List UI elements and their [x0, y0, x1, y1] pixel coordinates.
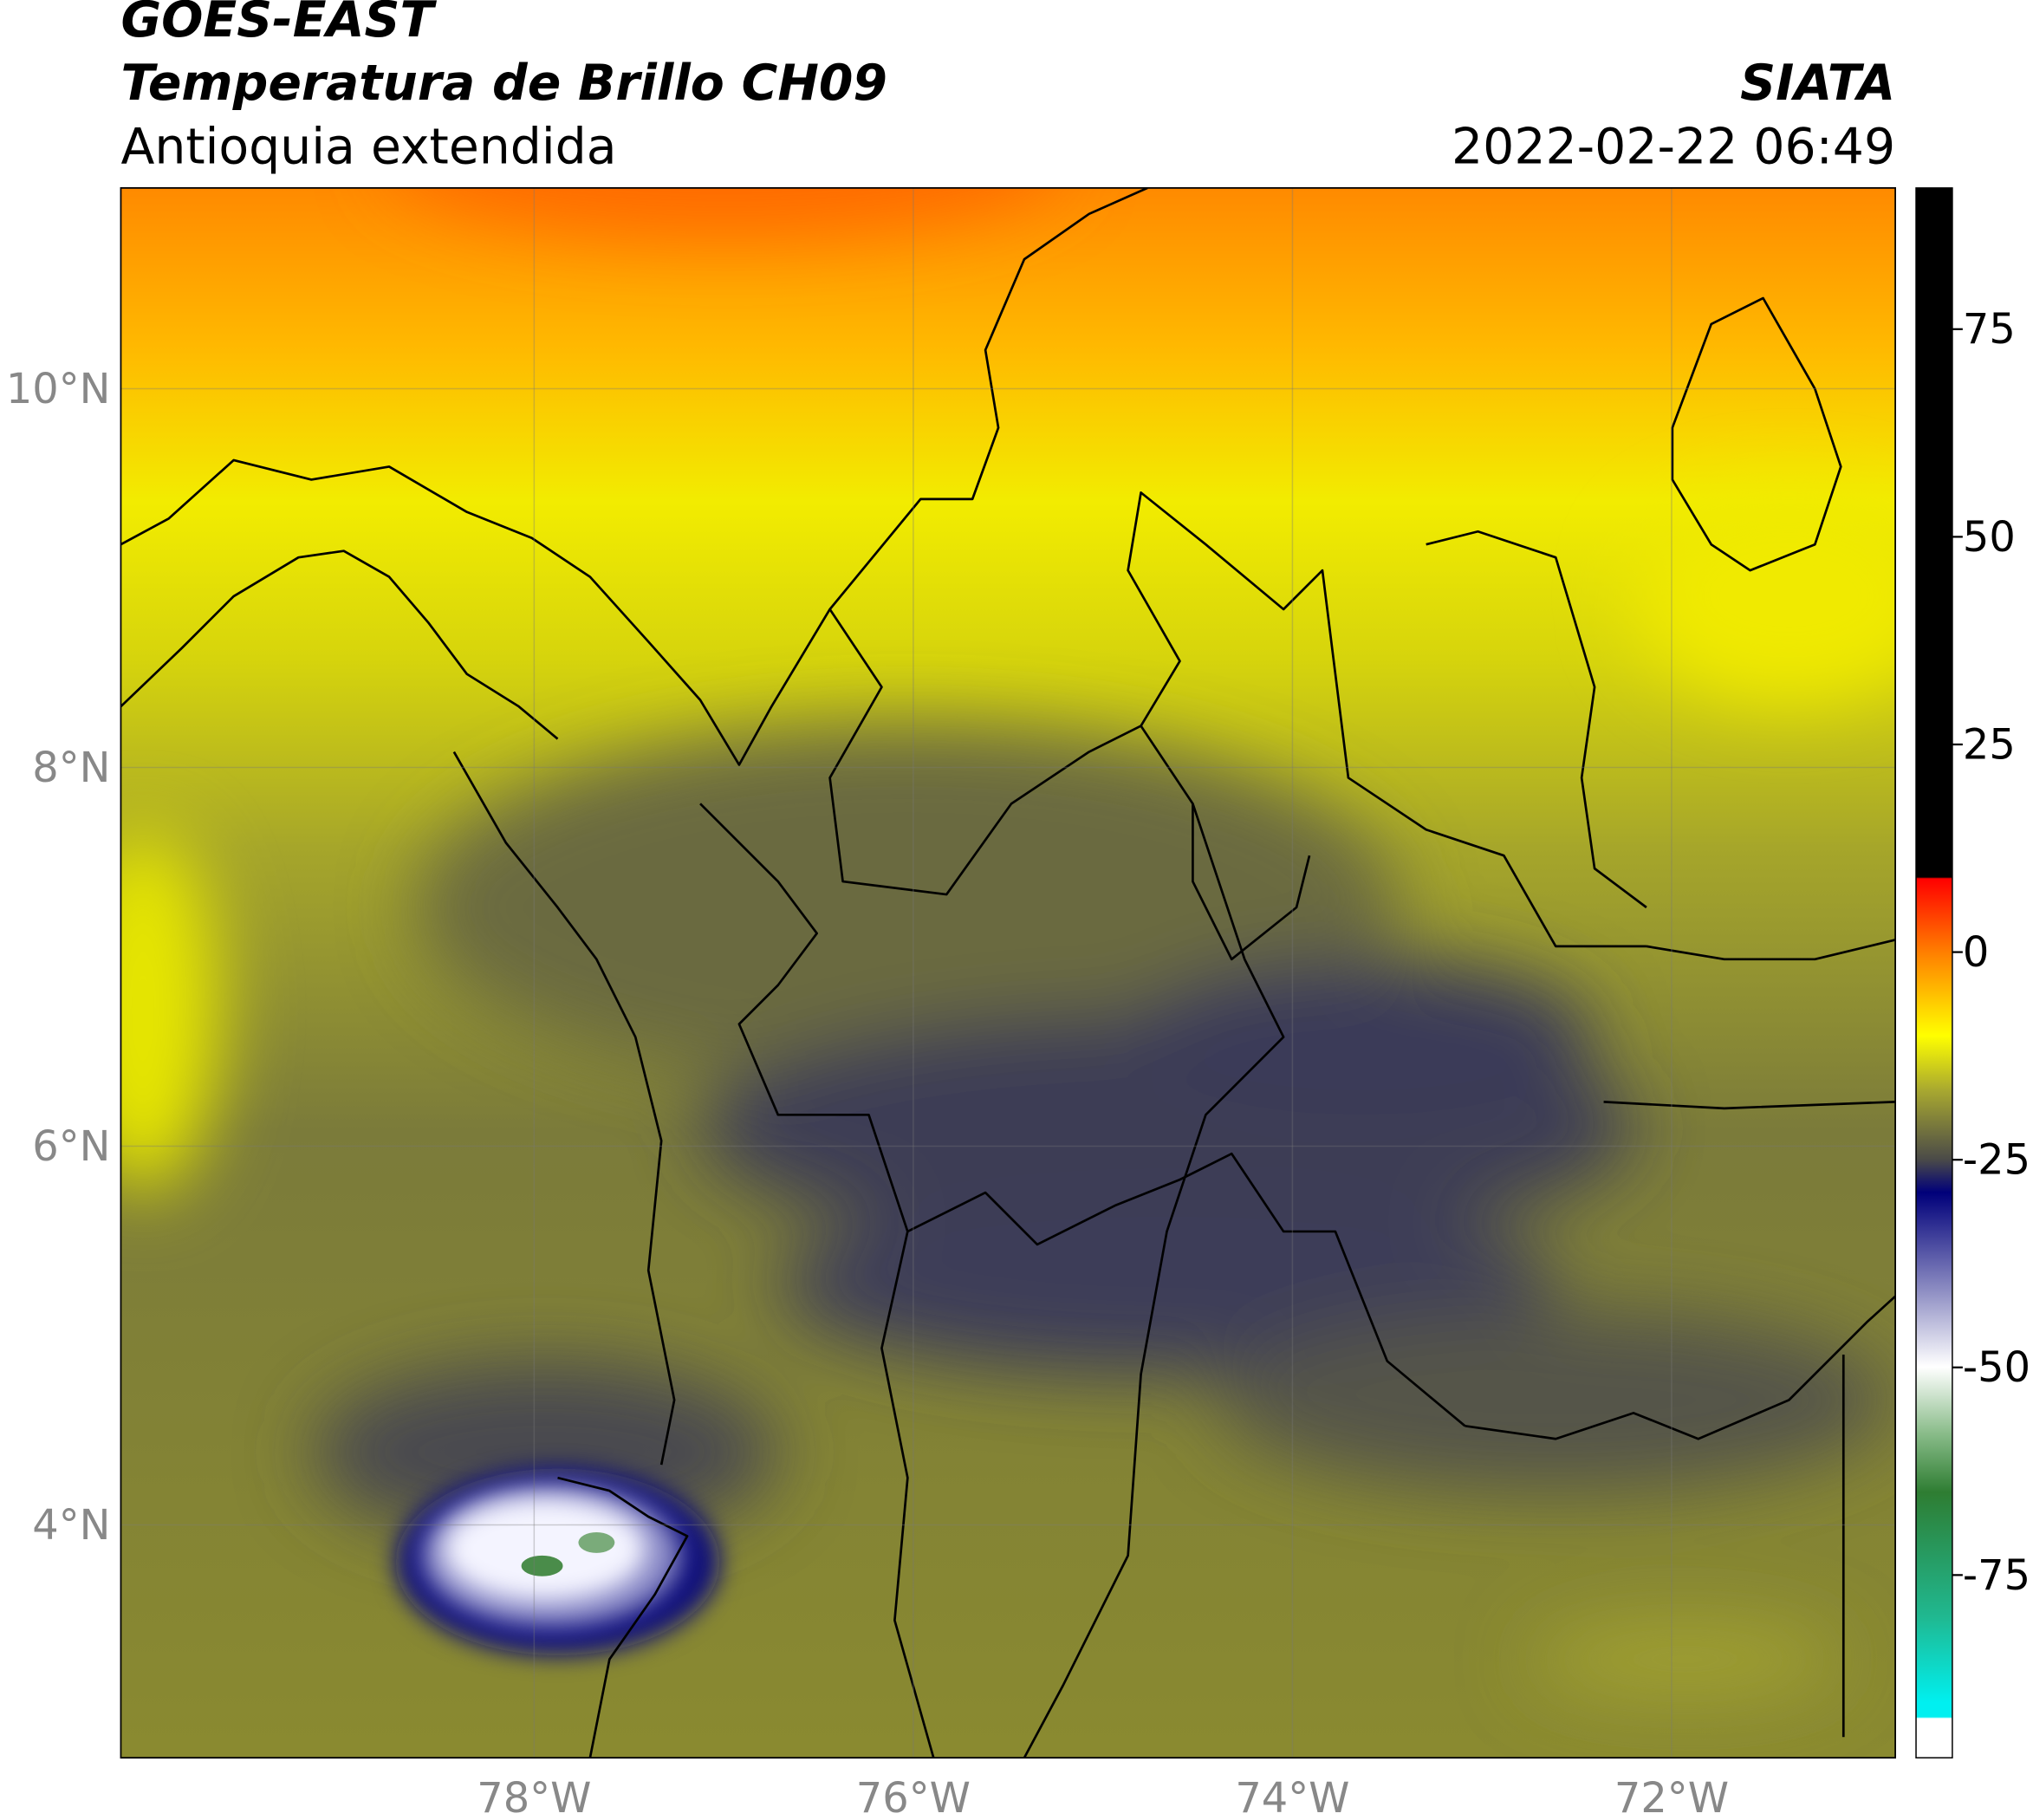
grid	[120, 187, 1896, 1758]
colorbar-tick-label: -25	[1963, 1137, 2030, 1185]
colorbar-tick-label: 50	[1963, 514, 2016, 562]
x-tick-label: 72°W	[1614, 1775, 1729, 1820]
x-tick-label: 78°W	[477, 1775, 591, 1820]
axes: 78°W 76°W 74°W 72°W 10°N 8°N 6°N 4°N 75 50 25 0 -25 -…	[6, 306, 2030, 1820]
source: SIATA	[1740, 55, 1895, 112]
colorbar-tick-label: -50	[1963, 1344, 2030, 1392]
colorbar-tick-label: 0	[1963, 929, 1989, 977]
colorbar-tick-label: 75	[1963, 306, 2016, 354]
y-tick-label: 4°N	[32, 1502, 110, 1550]
region: Antioquia extendida	[120, 118, 616, 175]
storm	[395, 1468, 720, 1656]
map-frame	[120, 186, 1896, 1759]
map	[120, 187, 1896, 1758]
title: GOES-EAST	[120, 0, 437, 49]
colorbar-tick-label: 25	[1963, 721, 2016, 769]
x-tick-label: 76°W	[856, 1775, 971, 1820]
y-tick-label: 8°N	[32, 744, 110, 792]
x-tick-label: 74°W	[1235, 1775, 1349, 1820]
colorbar-tick-label: -75	[1963, 1552, 2030, 1600]
colorbar	[1915, 187, 1953, 1758]
subtitle: Temperatura de Brillo CH09	[120, 55, 887, 112]
datetime: 2022-02-22 06:49	[1452, 118, 1895, 175]
y-tick-label: 6°N	[32, 1123, 110, 1171]
borders	[120, 187, 1896, 1758]
y-tick-label: 10°N	[6, 366, 111, 413]
